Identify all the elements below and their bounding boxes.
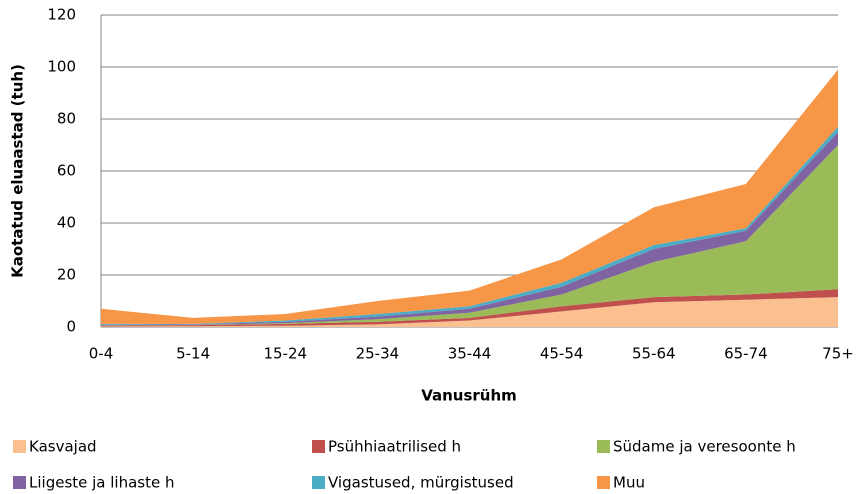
x-tick-label: 75+: [822, 345, 854, 363]
x-tick-label: 45-54: [540, 345, 584, 363]
legend-swatch: [13, 476, 26, 489]
legend-label: Muu: [613, 474, 645, 492]
x-tick-label: 15-24: [263, 345, 307, 363]
legend-label: Vigastused, mürgistused: [328, 474, 514, 492]
y-tick-label: 100: [47, 58, 76, 76]
y-tick-label: 60: [57, 162, 76, 180]
legend-label: Psühhiaatrilised h: [328, 438, 461, 456]
y-axis-title: Kaotatud eluaastad (tuh): [9, 64, 27, 278]
x-tick-label: 55-64: [632, 345, 676, 363]
y-tick-label: 80: [57, 110, 76, 128]
area: [101, 289, 838, 327]
x-tick-label: 5-14: [176, 345, 210, 363]
y-tick-label: 120: [47, 6, 76, 24]
y-tick-label: 0: [66, 318, 76, 336]
legend-swatch: [597, 476, 610, 489]
area: [101, 297, 838, 327]
legend-swatch: [312, 440, 325, 453]
x-tick-label: 25-34: [356, 345, 400, 363]
x-tick-label: 35-44: [448, 345, 492, 363]
x-tick-label: 65-74: [724, 345, 768, 363]
x-tick-label: 0-4: [89, 345, 114, 363]
legend-swatch: [312, 476, 325, 489]
legend-label: Liigeste ja lihaste h: [29, 474, 175, 492]
area: [101, 145, 838, 326]
legend-label: Kasvajad: [29, 438, 97, 456]
y-tick-label: 20: [57, 266, 76, 284]
legend-label: Südame ja veresoonte h: [613, 438, 796, 456]
x-axis-title: Vanusrühm: [421, 387, 517, 405]
legend-swatch: [597, 440, 610, 453]
y-tick-label: 40: [57, 214, 76, 232]
legend-swatch: [13, 440, 26, 453]
